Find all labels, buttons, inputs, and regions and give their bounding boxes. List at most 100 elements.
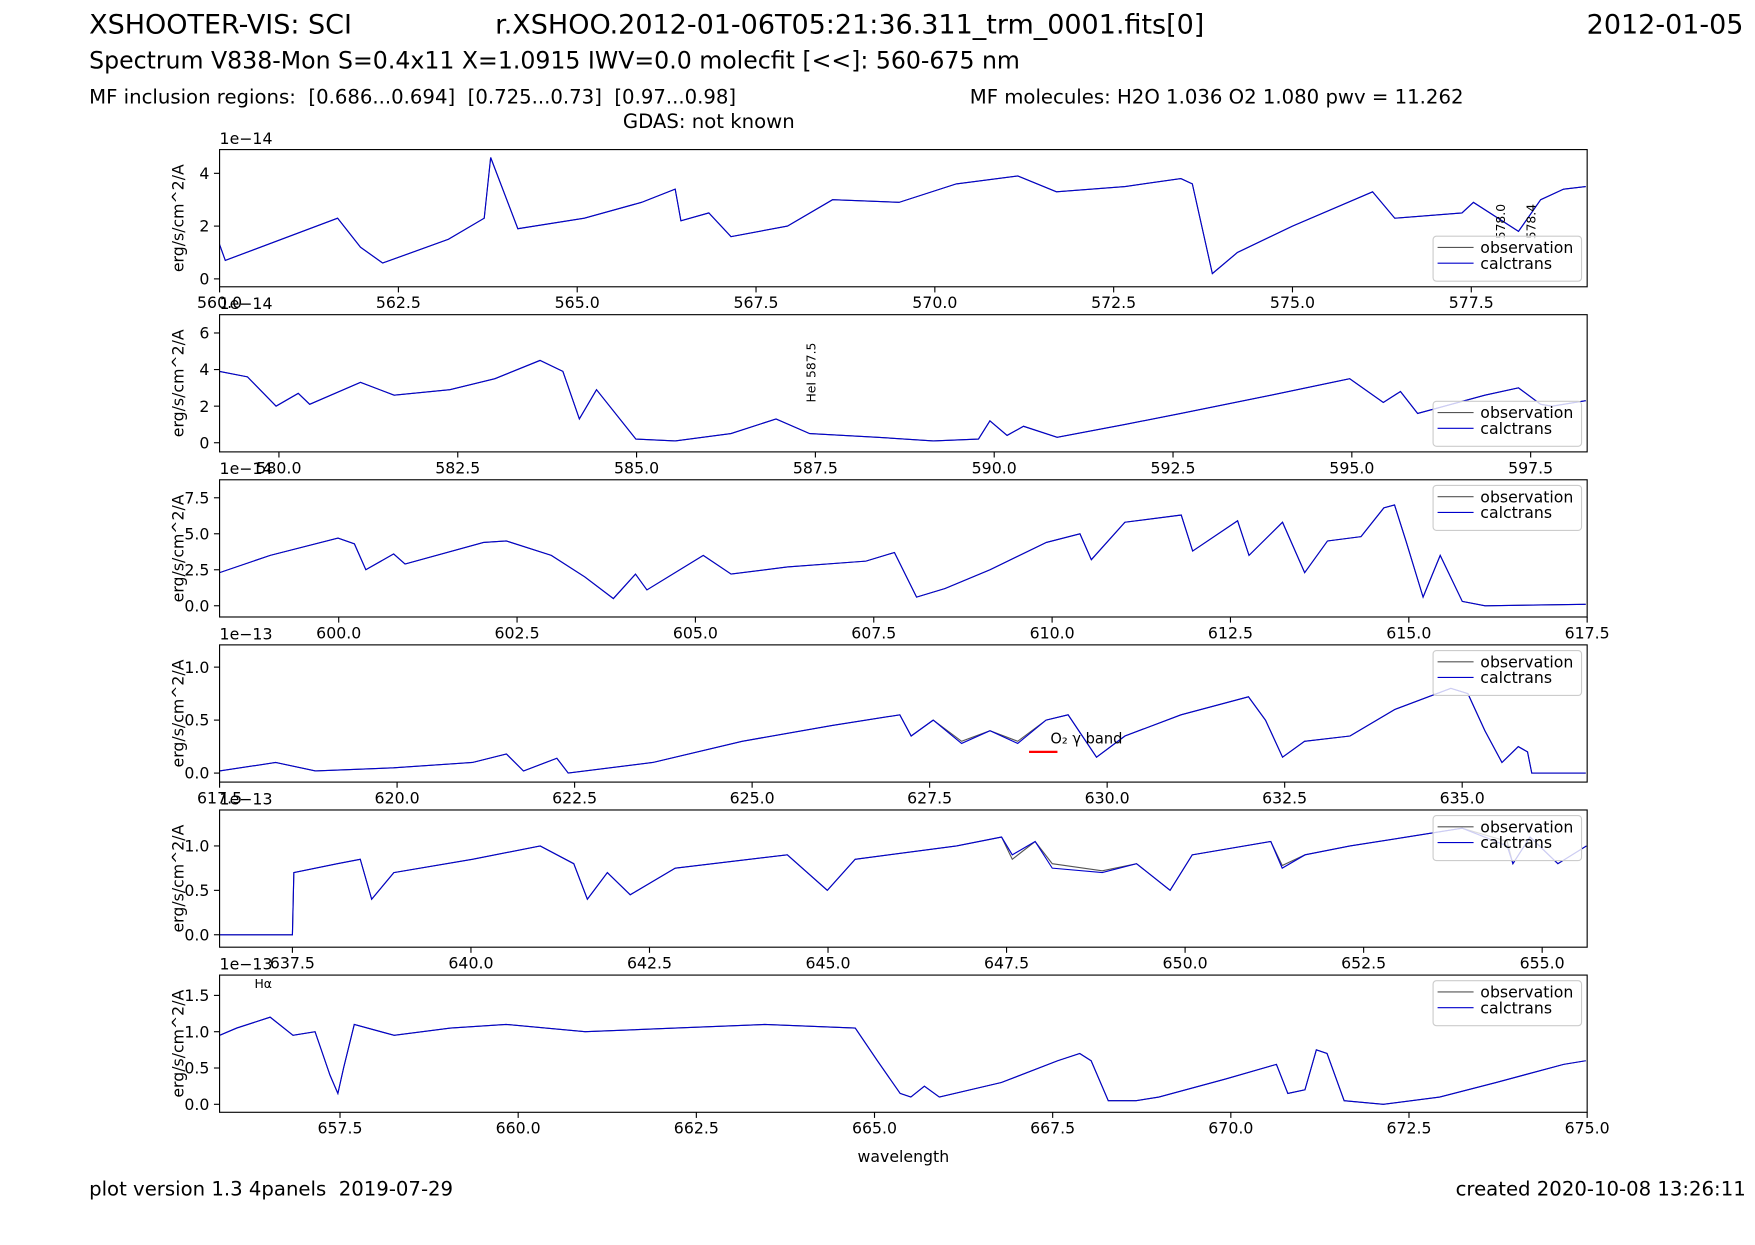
panel: 657.5 660.0 662.5 665.0 667.5 670.0 672.5 675.0…	[169, 954, 1610, 1165]
y-tick-label: 0.0	[184, 1095, 209, 1114]
x-tick-label: 600.0	[316, 623, 361, 642]
y-tick-label: 2.5	[184, 560, 209, 579]
legend-label: calctrans	[1480, 503, 1552, 522]
x-tick-label: 565.0	[555, 293, 600, 312]
spectrum-line	[219, 504, 1586, 607]
x-tick-label: 580.0	[256, 458, 301, 477]
offset-label: 1e−13	[220, 789, 273, 808]
y-tick-label: 0.5	[184, 881, 209, 900]
axes-frame	[219, 974, 1588, 1113]
x-tick-label: 602.5	[495, 623, 540, 642]
x-tick-label: 560.0	[197, 293, 242, 312]
legend-label: observation	[1480, 983, 1573, 1002]
panel: 617.5 620.0 622.5 625.0 627.5 630.0 632.5 635.0…	[169, 624, 1588, 807]
plot-area	[219, 504, 1586, 607]
legend-label: observation	[1480, 817, 1573, 836]
file-name: r.XSHOO.2012-01-06T05:21:36.311_trm_0001…	[495, 10, 1204, 41]
gdas: GDAS: not known	[623, 110, 795, 133]
legend-label: calctrans	[1480, 668, 1552, 687]
y-tick-label: 1.0	[184, 1022, 209, 1041]
axes-frame	[219, 149, 1588, 288]
spectrum-line	[219, 157, 1586, 275]
spectrum-line	[219, 1016, 1586, 1105]
annotation: 578.0	[1494, 204, 1508, 240]
x-tick-label: 567.5	[733, 293, 778, 312]
panel: 560.0 562.5 565.0 567.5 570.0 572.5 575.0 577.5…	[169, 129, 1588, 312]
x-tick-label: 612.5	[1208, 623, 1253, 642]
x-tick-label: 617.5	[1565, 623, 1610, 642]
annotation: Hα	[254, 977, 271, 991]
x-tick-label: 632.5	[1262, 788, 1307, 807]
x-tick-label: 622.5	[552, 788, 597, 807]
y-axis-label: erg/s/cm^2/A	[169, 494, 188, 602]
spectrum-line	[219, 687, 1586, 774]
x-tick-label: 645.0	[806, 954, 851, 973]
x-tick-label: 617.5	[197, 788, 242, 807]
y-tick-label: 2	[199, 217, 209, 236]
y-axis-label: erg/s/cm^2/A	[169, 990, 188, 1098]
x-tick-label: 610.0	[1030, 623, 1075, 642]
y-tick-label: 1.0	[184, 658, 209, 677]
x-tick-label: 620.0	[375, 788, 420, 807]
x-tick-label: 585.0	[614, 458, 659, 477]
spectrum-line	[219, 827, 1587, 936]
spectrum-line	[219, 687, 1586, 774]
offset-label: 1e−14	[220, 294, 273, 313]
x-tick-label: 655.0	[1520, 954, 1565, 973]
y-axis-label: erg/s/cm^2/A	[169, 164, 188, 272]
plot-area	[219, 1016, 1586, 1105]
x-tick-label: 577.5	[1449, 293, 1494, 312]
annotation: 578.4	[1525, 204, 1539, 240]
legend-label: calctrans	[1480, 833, 1552, 852]
axes-frame	[219, 479, 1588, 618]
x-tick-label: 660.0	[496, 1119, 541, 1138]
y-tick-label: 0	[199, 269, 209, 288]
plot-area	[219, 157, 1586, 275]
x-tick-label: 562.5	[376, 293, 421, 312]
x-tick-label: 637.5	[270, 954, 315, 973]
footer-version: plot version 1.3 4panels 2019-07-29	[89, 1178, 453, 1201]
y-tick-label: 6	[199, 324, 209, 343]
x-tick-label: 630.0	[1085, 788, 1130, 807]
regions: MF inclusion regions: [0.686...0.694] [0…	[89, 85, 736, 108]
x-tick-label: 625.0	[730, 788, 775, 807]
offset-label: 1e−14	[220, 459, 273, 478]
y-axis-label: erg/s/cm^2/A	[169, 659, 188, 767]
offset-label: 1e−14	[220, 129, 273, 148]
y-tick-label: 2	[199, 397, 209, 416]
annotation: O₂ γ band	[1050, 730, 1122, 747]
plot-area	[219, 359, 1586, 442]
legend-label: observation	[1480, 403, 1573, 422]
spectrum-line	[219, 157, 1586, 275]
x-tick-label: 627.5	[907, 788, 952, 807]
spectrum-line	[219, 1016, 1586, 1105]
spectrum-line	[219, 504, 1586, 607]
y-tick-label: 0.0	[184, 596, 209, 615]
subtitle: Spectrum V838-Mon S=0.4x11 X=1.0915 IWV=…	[89, 47, 1020, 75]
y-tick-label: 0.0	[184, 925, 209, 944]
y-axis-label: erg/s/cm^2/A	[169, 824, 188, 932]
molecules: MF molecules: H2O 1.036 O2 1.080 pwv = 1…	[970, 85, 1464, 108]
x-tick-label: 672.5	[1386, 1119, 1431, 1138]
y-tick-label: 4	[199, 360, 209, 379]
x-tick-label: 615.0	[1386, 623, 1431, 642]
axes-frame	[219, 314, 1588, 453]
spectrum-line	[219, 827, 1587, 936]
panel: 600.0 602.5 605.0 607.5 610.0 612.5 615.0 617.5…	[169, 459, 1610, 642]
y-tick-label: 7.5	[184, 488, 209, 507]
legend-label: calctrans	[1480, 254, 1552, 273]
legend-label: observation	[1480, 487, 1573, 506]
x-tick-label: 652.5	[1341, 954, 1386, 973]
x-tick-label: 635.0	[1440, 788, 1485, 807]
y-tick-label: 0.0	[184, 764, 209, 783]
x-tick-label: 675.0	[1565, 1119, 1610, 1138]
x-tick-label: 667.5	[1030, 1119, 1075, 1138]
y-tick-label: 5.0	[184, 524, 209, 543]
legend-label: calctrans	[1480, 419, 1552, 438]
legend-label: observation	[1480, 238, 1573, 257]
y-axis-label: erg/s/cm^2/A	[169, 329, 188, 437]
legend-label: observation	[1480, 652, 1573, 671]
axes-frame	[219, 644, 1588, 783]
x-tick-label: 572.5	[1091, 293, 1136, 312]
